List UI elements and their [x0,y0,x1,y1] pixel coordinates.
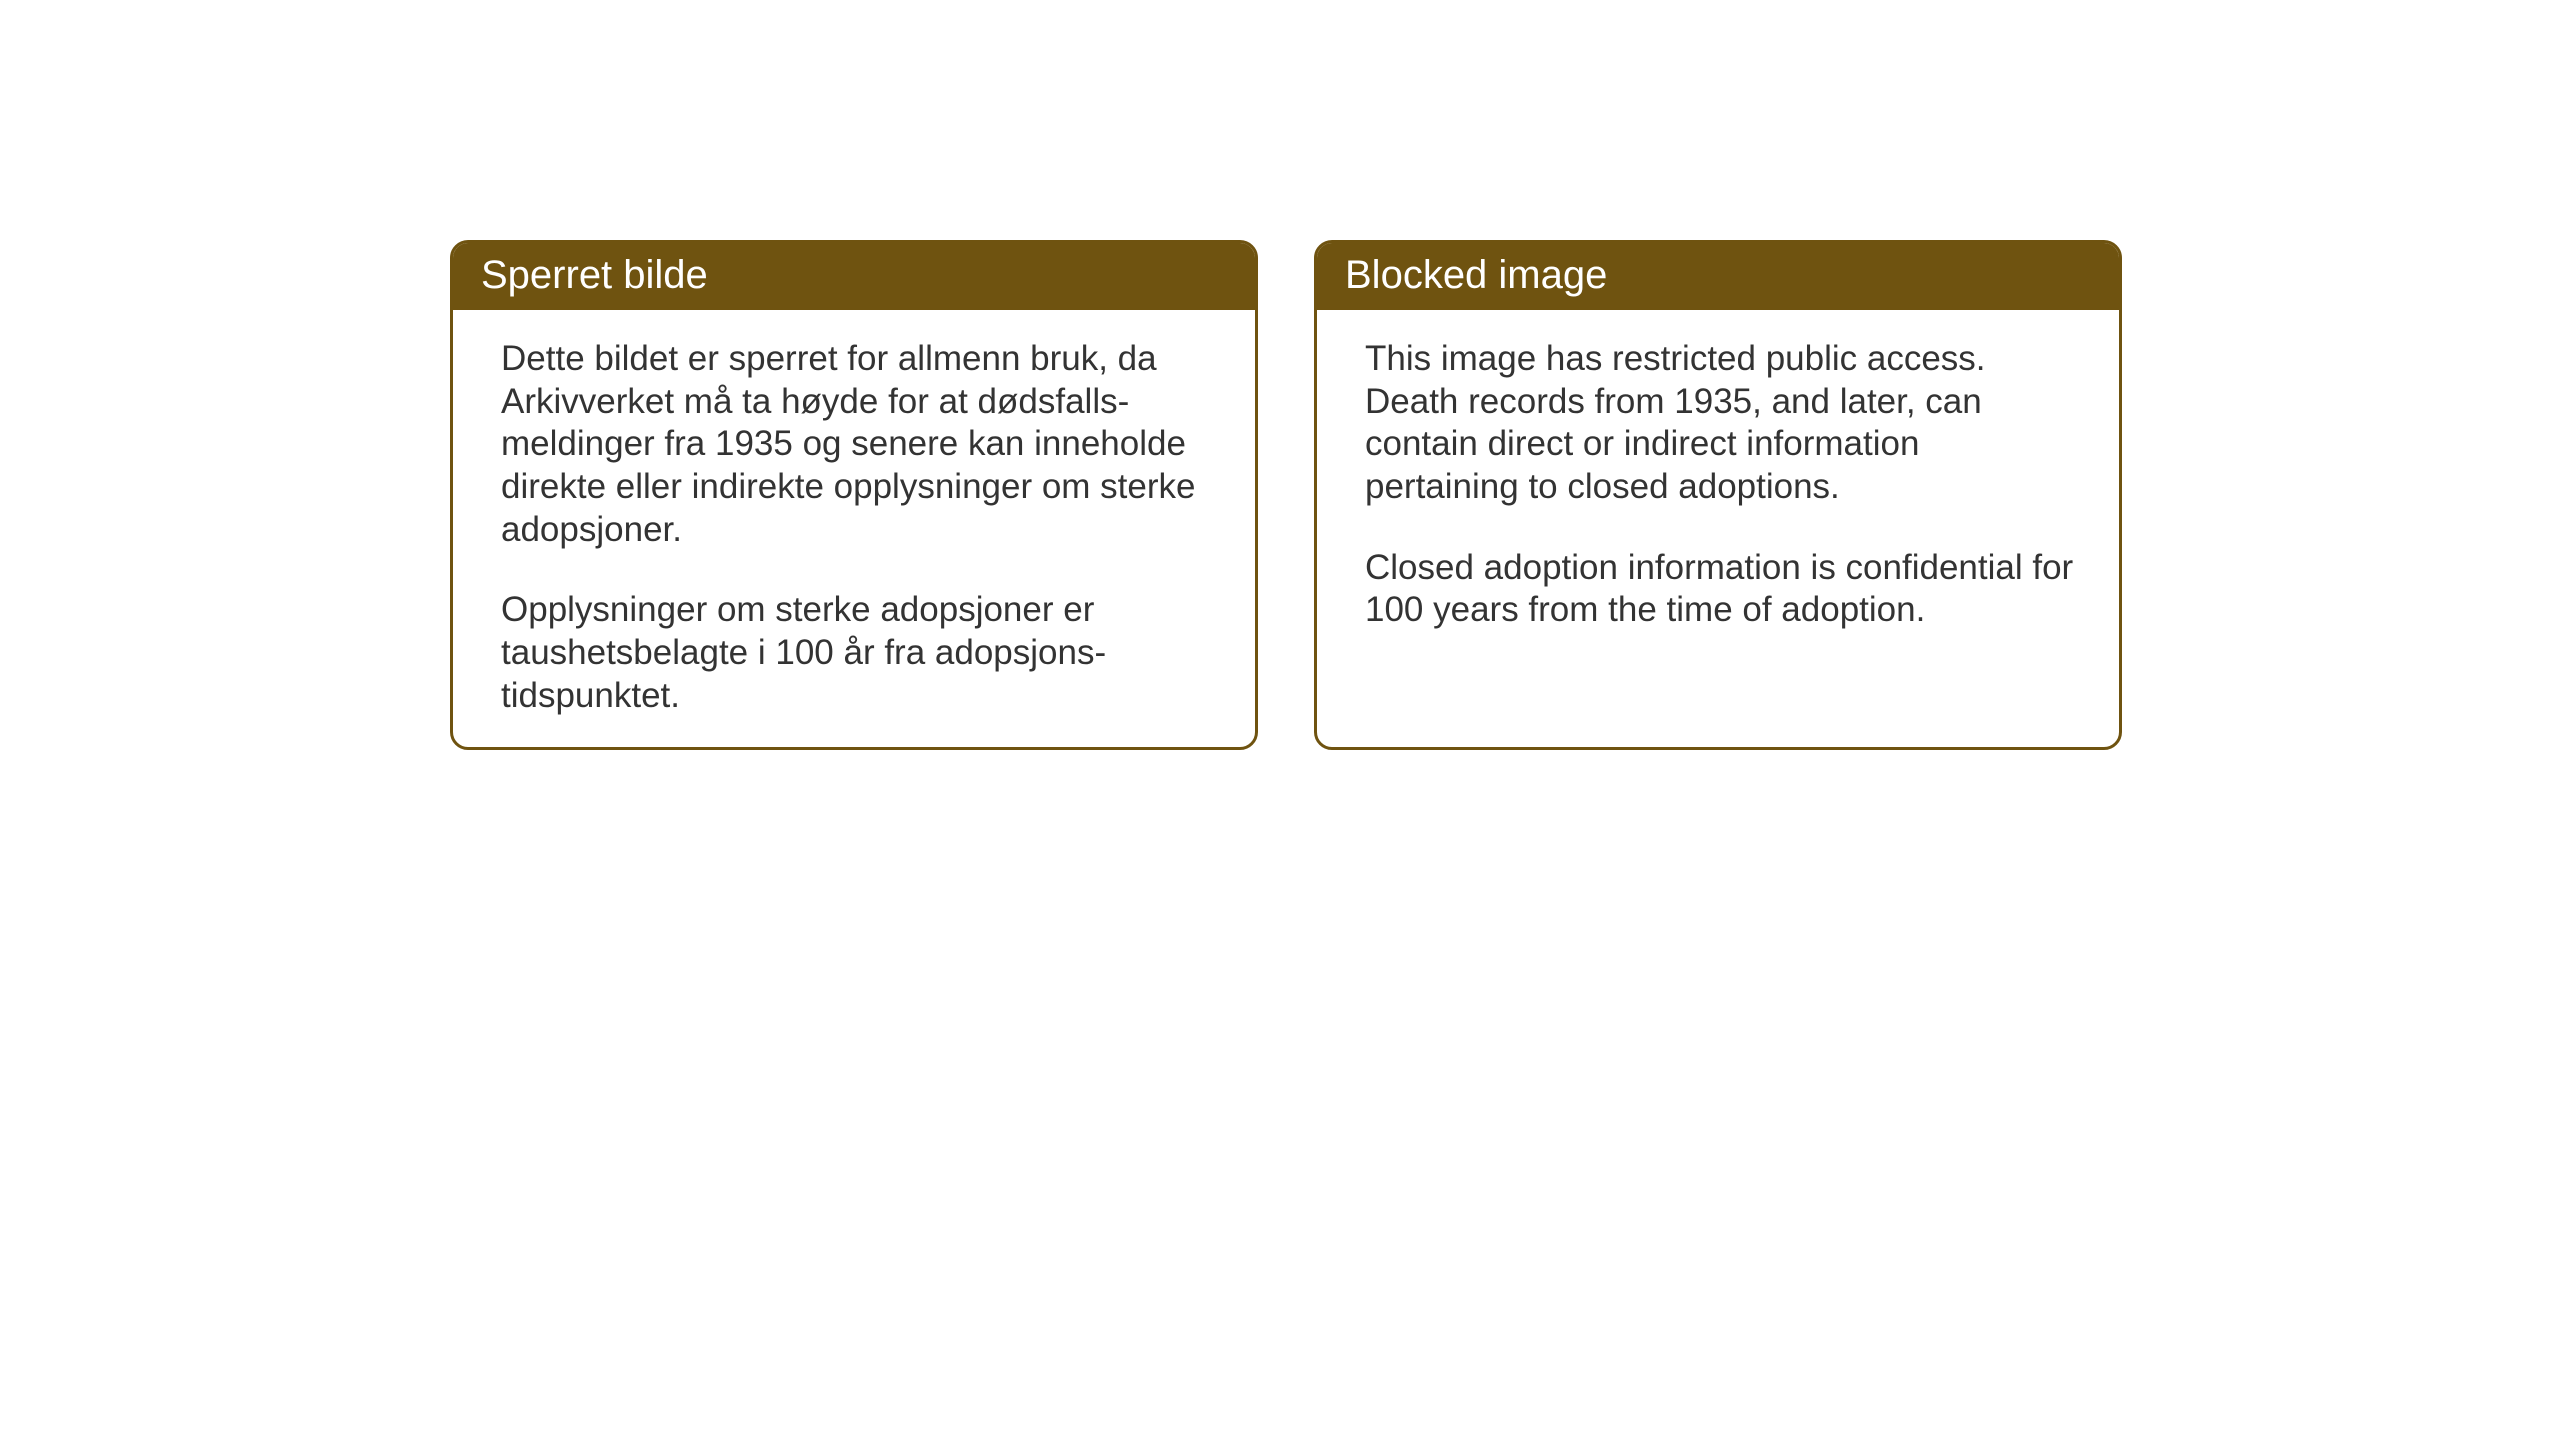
paragraph-no-2: Opplysninger om sterke adopsjoner er tau… [501,589,1217,717]
paragraph-no-1: Dette bildet er sperret for allmenn bruk… [501,338,1217,551]
paragraph-en-2: Closed adoption information is confident… [1365,547,2081,632]
notice-card-norwegian: Sperret bilde Dette bildet er sperret fo… [450,240,1258,750]
notice-card-english: Blocked image This image has restricted … [1314,240,2122,750]
card-header-norwegian: Sperret bilde [453,243,1255,310]
card-body-norwegian: Dette bildet er sperret for allmenn bruk… [453,310,1255,750]
card-body-english: This image has restricted public access.… [1317,310,2119,670]
card-header-english: Blocked image [1317,243,2119,310]
paragraph-en-1: This image has restricted public access.… [1365,338,2081,509]
notice-container: Sperret bilde Dette bildet er sperret fo… [450,240,2122,750]
